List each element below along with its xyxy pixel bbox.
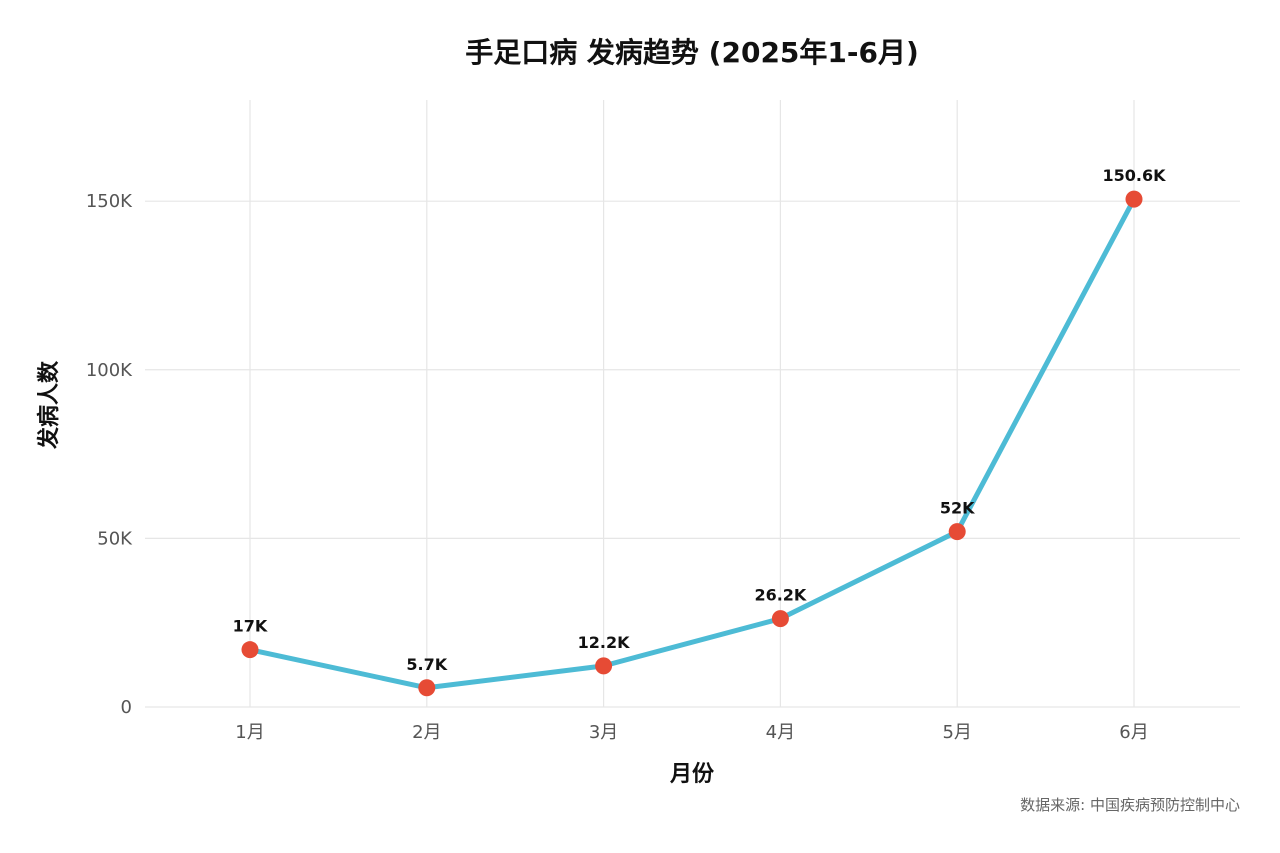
- label-layer: 17K 5.7K 12.2K 26.2K 52K 150.6K: [233, 166, 1166, 674]
- data-point: [241, 641, 259, 659]
- grid-layer: [145, 100, 1240, 708]
- x-tick-label: 2月: [412, 722, 441, 743]
- point-layer: [241, 190, 1143, 697]
- data-point: [418, 679, 436, 697]
- data-label: 12.2K: [578, 633, 630, 652]
- y-tick-label: 150K: [86, 191, 133, 212]
- data-label: 5.7K: [406, 655, 447, 674]
- data-point: [771, 610, 789, 628]
- y-axis-title: 发病人数: [36, 360, 62, 450]
- chart-title: 手足口病 发病趋势 (2025年1-6月): [465, 36, 919, 69]
- y-tick-label: 0: [121, 697, 132, 718]
- data-label: 150.6K: [1102, 166, 1166, 185]
- data-point: [1125, 190, 1143, 208]
- y-tick-label: 50K: [97, 528, 133, 549]
- x-tick-label: 3月: [589, 722, 618, 743]
- y-tick-label: 100K: [86, 360, 133, 381]
- line-layer: [247, 196, 1137, 691]
- data-point: [595, 657, 613, 675]
- data-label: 26.2K: [754, 586, 806, 605]
- series-line: [247, 196, 1137, 691]
- data-point: [948, 523, 966, 541]
- data-label: 52K: [940, 499, 975, 518]
- source-note: 数据来源: 中国疾病预防控制中心: [1020, 796, 1240, 814]
- data-label: 17K: [233, 617, 268, 636]
- x-tick-label: 6月: [1119, 722, 1148, 743]
- x-tick-label: 4月: [766, 722, 795, 743]
- x-tick-label: 1月: [235, 722, 264, 743]
- x-axis-title: 月份: [669, 762, 715, 787]
- x-tick-label: 5月: [942, 722, 971, 743]
- tick-layer: 1月 2月 3月 4月 5月 6月 0 50K 100K 150K: [86, 191, 1149, 743]
